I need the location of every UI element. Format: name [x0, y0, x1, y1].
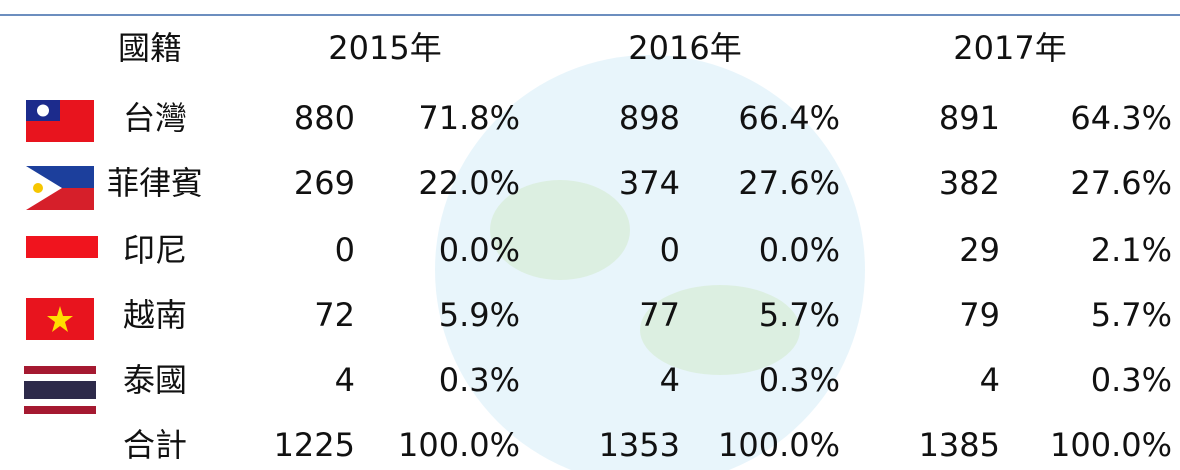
percent: 100.0%	[1049, 426, 1172, 464]
count: 72	[314, 296, 355, 334]
percent: 5.7%	[758, 296, 840, 334]
count: 0	[659, 231, 680, 269]
flag-vietnam	[26, 298, 94, 340]
count: 1225	[273, 426, 355, 464]
percent: 66.4%	[738, 99, 840, 137]
percent: 0.3%	[438, 361, 520, 399]
count: 4	[979, 361, 1000, 399]
column-header: 2016年	[628, 29, 742, 67]
total-label: 合計	[122, 426, 187, 464]
flag-philippines	[26, 166, 94, 210]
column-header: 2017年	[953, 29, 1067, 67]
count: 1385	[918, 426, 1000, 464]
percent: 0.3%	[1090, 361, 1172, 399]
flag-thailand	[24, 366, 96, 414]
country-name: 菲律賓	[106, 164, 203, 202]
column-header: 2015年	[328, 29, 442, 67]
count: 1353	[598, 426, 680, 464]
percent: 22.0%	[418, 164, 520, 202]
country-name: 台灣	[122, 99, 187, 137]
count: 898	[618, 99, 680, 137]
country-name: 印尼	[122, 231, 187, 269]
count: 4	[659, 361, 680, 399]
percent: 5.9%	[438, 296, 520, 334]
percent: 0.0%	[758, 231, 840, 269]
percent: 0.0%	[438, 231, 520, 269]
percent: 27.6%	[738, 164, 840, 202]
count: 891	[938, 99, 1000, 137]
count: 374	[618, 164, 680, 202]
country-name: 泰國	[122, 361, 187, 399]
count: 4	[334, 361, 355, 399]
count: 29	[959, 231, 1000, 269]
count: 0	[334, 231, 355, 269]
flag-indonesia	[26, 236, 98, 258]
flag-taiwan	[26, 100, 94, 142]
count: 880	[293, 99, 355, 137]
percent: 100.0%	[397, 426, 520, 464]
count: 77	[639, 296, 680, 334]
count: 382	[938, 164, 1000, 202]
country-name: 越南	[122, 296, 187, 334]
percent: 2.1%	[1090, 231, 1172, 269]
globe-decoration	[435, 55, 865, 470]
percent: 5.7%	[1090, 296, 1172, 334]
globe-land	[490, 180, 630, 280]
percent: 0.3%	[758, 361, 840, 399]
count: 269	[293, 164, 355, 202]
percent: 64.3%	[1070, 99, 1172, 137]
percent: 27.6%	[1070, 164, 1172, 202]
column-header: 國籍	[117, 29, 182, 67]
globe-land	[640, 285, 800, 375]
percent: 71.8%	[418, 99, 520, 137]
count: 79	[959, 296, 1000, 334]
percent: 100.0%	[717, 426, 840, 464]
